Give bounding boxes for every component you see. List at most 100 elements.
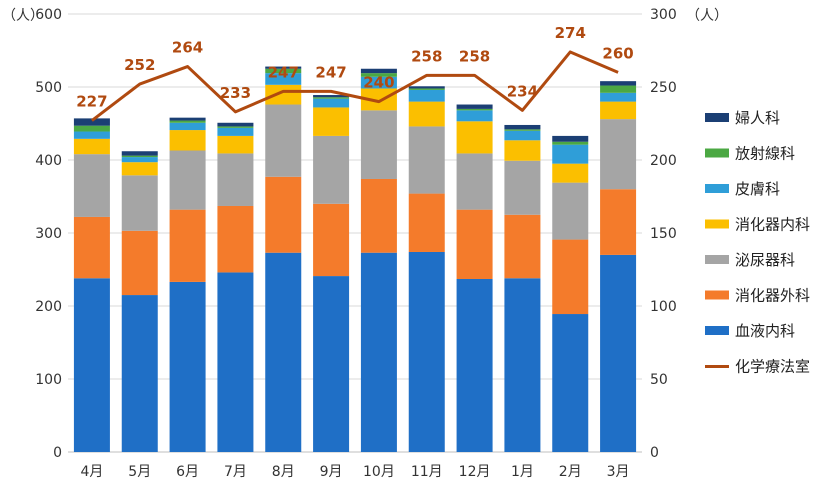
bar-segment — [504, 278, 541, 452]
bar-segment — [456, 153, 493, 210]
line-series-path — [91, 50, 619, 122]
left-tick-label: 100 — [35, 372, 62, 388]
bar-segment — [73, 278, 110, 452]
bar-segment — [265, 252, 302, 452]
bar-segment — [121, 155, 158, 158]
x-tick-label: 5月 — [128, 464, 151, 480]
right-axis-unit: （人） — [686, 8, 728, 24]
bar-segment — [552, 163, 589, 183]
legend-label: 皮膚科 — [735, 180, 780, 198]
bar-segment — [552, 141, 589, 145]
bar-segment — [456, 121, 493, 154]
right-tick-label: 100 — [650, 299, 677, 315]
right-tick-label: 200 — [650, 153, 677, 169]
gridlines — [68, 13, 642, 453]
bar-segment — [217, 126, 254, 128]
x-tick-label: 12月 — [459, 464, 491, 480]
right-tick-label: 300 — [650, 7, 677, 23]
bar-segment — [73, 154, 110, 217]
bar-segment — [73, 138, 110, 155]
bar-segment — [408, 101, 445, 127]
legend-label: 血液内科 — [735, 322, 795, 340]
bar-segment — [600, 85, 637, 93]
bar-segment — [217, 272, 254, 452]
line-data-label: 240 — [363, 74, 394, 92]
bar-segment — [408, 193, 445, 252]
bars-group — [73, 66, 637, 452]
left-axis-unit: （人） — [2, 8, 44, 24]
legend-swatch — [705, 290, 729, 300]
bar-segment — [169, 130, 206, 151]
line-data-label: 252 — [124, 56, 155, 74]
line-data-label: 227 — [76, 93, 107, 111]
bar-segment — [456, 110, 493, 122]
x-tick-label: 7月 — [224, 464, 247, 480]
legend-swatch — [705, 148, 729, 158]
bar-segment — [313, 97, 350, 99]
x-tick-label: 1月 — [511, 464, 534, 480]
bar-segment — [121, 175, 158, 231]
right-tick-label: 150 — [650, 226, 677, 242]
bar-segment — [600, 119, 637, 190]
bar-segment — [265, 176, 302, 253]
left-tick-label: 300 — [35, 226, 62, 242]
bar-segment — [73, 216, 110, 279]
bar-segment — [552, 144, 589, 164]
bar-segment — [121, 151, 158, 156]
bar-segment — [217, 153, 254, 206]
right-tick-label: 0 — [650, 445, 659, 461]
bar-segment — [408, 126, 445, 194]
bar-segment — [265, 66, 302, 69]
legend-swatch — [705, 326, 729, 335]
x-tick-label: 4月 — [80, 464, 103, 480]
bar-segment — [169, 209, 206, 282]
line-data-label: 260 — [602, 44, 633, 62]
right-axis: 0 50 100 150 200 250 300 — [650, 7, 677, 461]
bar-segment — [360, 76, 397, 89]
bar-segment — [265, 104, 302, 177]
bar-segment — [313, 276, 350, 452]
legend-label: 泌尿器科 — [735, 251, 795, 269]
x-tick-label: 10月 — [363, 464, 395, 480]
bar-segment — [408, 89, 445, 102]
bar-segment — [456, 209, 493, 279]
bar-segment — [265, 73, 302, 85]
line-data-label: 274 — [555, 24, 586, 42]
bar-segment — [169, 281, 206, 452]
bar-segment — [504, 124, 541, 130]
legend-label: 婦人科 — [735, 109, 780, 127]
bar-segment — [313, 107, 350, 136]
bar-segment — [504, 160, 541, 215]
line-data-label: 247 — [268, 63, 299, 81]
bar-segment — [504, 214, 541, 279]
x-tick-label: 8月 — [272, 464, 295, 480]
bar-segment — [360, 110, 397, 179]
bar-segment — [121, 230, 158, 296]
bar-segment — [169, 120, 206, 123]
line-data-label: 233 — [220, 84, 251, 102]
bar-segment — [360, 88, 397, 111]
bar-segment — [169, 150, 206, 210]
left-tick-label: 200 — [35, 299, 62, 315]
bar-segment — [456, 278, 493, 452]
right-tick-label: 50 — [650, 372, 668, 388]
bar-segment — [121, 157, 158, 163]
x-axis: 4月 5月 6月 7月 8月 9月 10月 11月 12月 1月 2月 3月 — [80, 464, 629, 480]
right-tick-label: 250 — [650, 80, 677, 96]
x-tick-label: 2月 — [559, 464, 582, 480]
left-tick-label: 0 — [53, 445, 62, 461]
bar-segment — [217, 122, 254, 127]
bar-segment — [408, 86, 445, 89]
bar-segment — [217, 135, 254, 154]
legend-swatch — [705, 219, 729, 229]
bar-segment — [73, 125, 110, 132]
line-data-label: 258 — [459, 47, 490, 65]
bar-segment — [456, 104, 493, 109]
line-group: 227 252 264 233 247 247 240 258 258 234 274 260 — [76, 24, 634, 122]
bar-segment — [456, 108, 493, 111]
bar-segment — [265, 68, 302, 74]
bar-segment — [121, 295, 158, 452]
bar-segment — [552, 135, 589, 142]
